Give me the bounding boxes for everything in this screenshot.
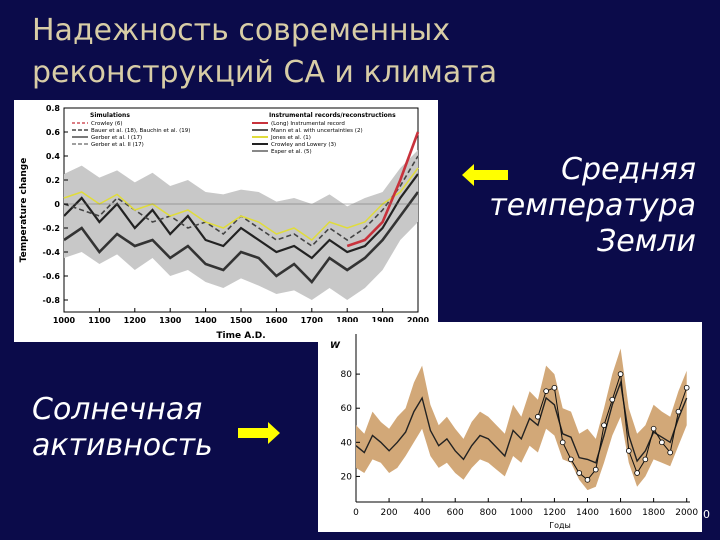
temperature-chart-panel: -0.8 -0.6 -0.4 -0.2 0 0.2 0.4 0.6 0.8 1000 1100 120… — [14, 100, 438, 342]
solar-data-point — [609, 396, 616, 403]
arrow-right-icon — [238, 422, 280, 444]
solar-data-point — [634, 470, 640, 476]
solar-data-point — [584, 477, 591, 483]
temp-x-tick-label: 1500 — [230, 316, 253, 325]
temp-y-axis-label: Temperature change — [19, 158, 29, 263]
temp-x-tick-label: 1100 — [88, 316, 111, 325]
temp-series-line-5 — [346, 131, 420, 248]
temp-legend-left-title: Simulations — [90, 112, 130, 119]
temp-x-tick-label: 1300 — [159, 316, 182, 325]
temp-y-tick-label: -0.6 — [43, 272, 61, 281]
temp-x-tick-label: 2000 — [407, 316, 430, 325]
temp-legend-right-title: Instrumental records/reconstructions — [269, 112, 396, 119]
temp-x-tick-label: 1700 — [301, 316, 324, 325]
solar-data-point — [576, 470, 583, 476]
temp-legend-left-entry: Gerber et al. I (17) — [91, 135, 142, 141]
solar-x-tick-label: 0 — [353, 508, 359, 518]
temperature-caption: Средняя температура Земли — [489, 152, 696, 259]
temp-series-line-1 — [63, 173, 419, 260]
temp-legend-right-entry: (Long) Instrumental record — [271, 121, 345, 127]
temp-y-tick-label: -0.2 — [43, 224, 61, 233]
solar-x-tick-label: 1400 — [576, 508, 599, 518]
temp-x-tick-label: 1800 — [336, 316, 359, 325]
temp-y-tick-label: 0.4 — [46, 152, 61, 161]
temp-x-tick-label: 1400 — [194, 316, 217, 325]
temp-legend-right-entry: Jones et al. (1) — [270, 135, 311, 141]
solar-data-point — [642, 456, 649, 463]
solar-data-point — [650, 425, 657, 432]
page-number: 0 — [703, 508, 710, 521]
solar-data-point — [551, 384, 558, 391]
temp-x-tick-label: 1000 — [53, 316, 76, 325]
temp-y-tick-label: 0.2 — [46, 176, 60, 185]
solar-x-tick-label: 1200 — [543, 508, 566, 518]
solar-x-tick-label: 400 — [414, 508, 431, 518]
solar-data-point — [559, 439, 566, 446]
solar-data-point — [592, 466, 599, 473]
temp-x-tick-label: 1900 — [371, 316, 394, 325]
solar-chart-panel: 20 40 60 80 0 200 400 600 800 1000 1200 1400 1600 180… — [318, 322, 702, 532]
solar-data-point — [659, 439, 665, 446]
solar-y-tick-label: 80 — [341, 370, 353, 380]
temp-series-line-3 — [63, 191, 420, 284]
solar-caption: Солнечная активность — [32, 392, 213, 463]
temperature-chart: -0.8 -0.6 -0.4 -0.2 0 0.2 0.4 0.6 0.8 1000 1100 120… — [19, 104, 430, 341]
temp-y-tick-label: 0 — [54, 200, 60, 209]
temp-x-tick-label: 1200 — [124, 316, 147, 325]
temp-series-line-4 — [63, 167, 419, 241]
solar-x-tick-label: 600 — [447, 508, 464, 518]
temp-legend-right-entry: Mann et al. with uncertainties (2) — [271, 128, 363, 134]
arrow-left-icon — [462, 164, 508, 186]
temp-legend-right-entry: Crowley and Lowery (3) — [271, 142, 336, 148]
temp-x-axis-label: Time A.D. — [216, 331, 265, 341]
solar-y-axis-label: W — [330, 341, 341, 351]
temp-y-tick-label: -0.8 — [43, 296, 61, 305]
slide-title: Надежность современных реконструкций СА … — [32, 13, 498, 90]
solar-data-point — [543, 388, 549, 394]
temp-x-tick-label: 1600 — [265, 316, 288, 325]
temp-y-tick-label: 0.8 — [46, 104, 61, 113]
solar-x-tick-label: 1600 — [609, 508, 632, 518]
temp-y-tick-label: -0.4 — [43, 248, 61, 257]
solar-data-point — [535, 413, 541, 420]
solar-x-tick-label: 1000 — [510, 508, 533, 518]
temp-y-tick-label: 0.6 — [46, 128, 61, 137]
solar-x-tick-label: 1800 — [642, 508, 665, 518]
solar-uncertainty-band — [356, 348, 687, 491]
solar-data-point — [626, 448, 632, 454]
solar-y-tick-label: 40 — [341, 438, 353, 448]
solar-data-point — [617, 371, 624, 377]
solar-x-tick-label: 200 — [380, 508, 397, 518]
solar-data-point — [667, 449, 673, 456]
temp-legend-left-entry: Crowley (6) — [91, 121, 123, 127]
temp-legend-left-entry: Bauer et al. (18), Bauchin et al. (19) — [91, 128, 190, 134]
solar-x-axis-label: Годы — [549, 521, 571, 530]
temp-legend-right-entry: Esper et al. (5) — [271, 149, 312, 155]
solar-y-tick-label: 60 — [341, 404, 353, 414]
solar-data-point — [601, 422, 607, 429]
temp-uncertainty-band — [64, 150, 418, 300]
solar-data-point — [675, 408, 682, 415]
temp-legend-left-entry: Gerber et al. II (17) — [91, 142, 144, 148]
solar-y-tick-label: 20 — [341, 472, 353, 482]
solar-x-tick-label: 800 — [480, 508, 497, 518]
solar-data-point — [683, 384, 690, 391]
solar-x-tick-label: 2000 — [675, 508, 698, 518]
solar-series-line-1 — [355, 379, 688, 464]
solar-data-point — [568, 456, 574, 463]
